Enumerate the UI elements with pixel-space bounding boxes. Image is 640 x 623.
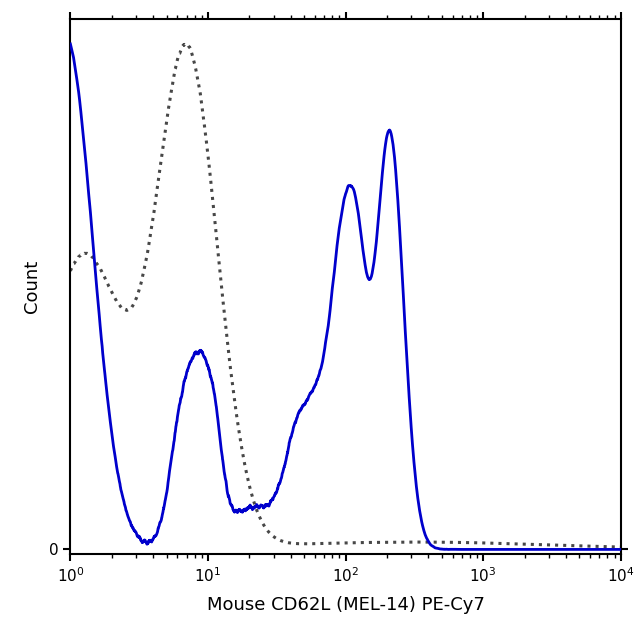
X-axis label: Mouse CD62L (MEL-14) PE-Cy7: Mouse CD62L (MEL-14) PE-Cy7 xyxy=(207,596,484,614)
Y-axis label: Count: Count xyxy=(22,260,40,313)
